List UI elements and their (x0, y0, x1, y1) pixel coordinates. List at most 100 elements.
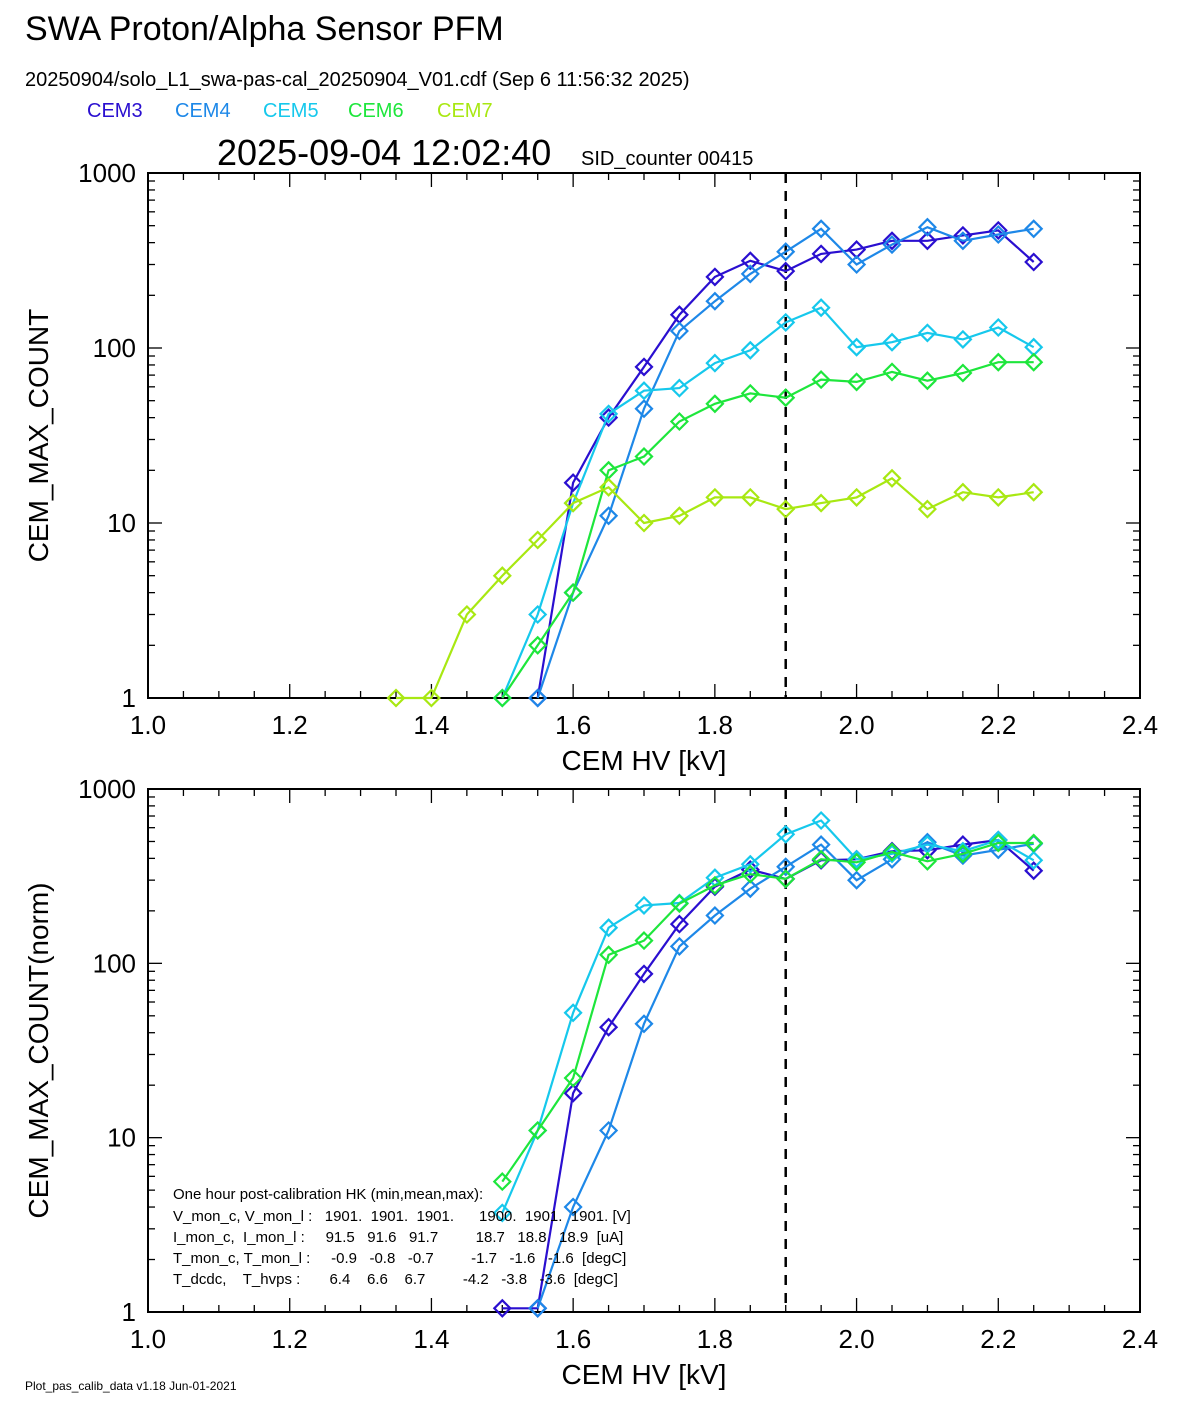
legend-item-cem5: CEM5 (263, 100, 319, 122)
bottom-data-point-cem6 (563, 1068, 583, 1088)
top-data-point-cem5 (705, 353, 725, 373)
top-data-point-cem3 (1024, 252, 1044, 272)
top-data-point-cem6 (634, 446, 654, 467)
top-series-cem4 (528, 217, 1044, 708)
top-y-axis-label: CEM_MAX_COUNT (23, 309, 54, 563)
top-series-line-cem7 (396, 476, 1034, 700)
top-data-point-cem5 (953, 329, 973, 349)
top-data-point-cem4 (953, 231, 973, 251)
top-plot-frame (147, 172, 1141, 699)
top-data-point-cem5 (740, 340, 760, 360)
bottom-x-tick-label: 1.6 (555, 1324, 591, 1354)
top-data-point-cem3 (953, 225, 973, 245)
bottom-data-point-cem5 (811, 810, 831, 831)
bottom-series-line-cem5 (501, 819, 1035, 1214)
top-data-point-cem4 (882, 235, 902, 255)
footer-version: Plot_pas_calib_data v1.18 Jun-01-2021 (25, 1379, 237, 1393)
hk-line: One hour post-calibration HK (min,mean,m… (173, 1186, 483, 1203)
bottom-data-point-cem3 (669, 914, 689, 934)
top-data-point-cem5 (669, 378, 689, 398)
bottom-data-point-cem5 (634, 895, 654, 915)
top-data-point-cem4 (599, 506, 619, 526)
bottom-data-point-cem3 (953, 835, 973, 855)
top-series-line-cem4 (536, 226, 1034, 699)
top-data-point-cem3 (563, 473, 583, 493)
bottom-data-point-cem6 (599, 945, 619, 965)
top-data-point-cem4 (528, 688, 548, 708)
top-data-point-cem7 (563, 493, 583, 513)
top-data-point-cem7 (740, 487, 760, 507)
top-data-point-cem7 (634, 513, 654, 533)
bottom-data-point-cem6 (740, 864, 760, 884)
bottom-data-point-cem6 (705, 875, 725, 895)
top-data-point-cem5 (528, 604, 548, 625)
top-data-point-cem6 (669, 411, 689, 432)
bottom-y-axis-label: CEM_MAX_COUNT(norm) (23, 882, 54, 1218)
bottom-series-cem6 (492, 833, 1044, 1192)
top-x-tick-label: 1.8 (697, 710, 733, 740)
top-data-point-cem7 (953, 482, 973, 502)
top-data-point-cem7 (776, 499, 796, 519)
top-x-tick-label: 2.0 (838, 710, 874, 740)
bottom-data-point-cem3 (1024, 861, 1044, 881)
top-panel: 1.0 1.2 1.4 1.6 1.8 2.0 2.2 2.4 1 10 100 1000 CEM HV… (23, 158, 1158, 776)
top-data-point-cem6 (811, 370, 831, 390)
top-x-tick-label: 1.4 (413, 710, 449, 740)
top-series-line-cem5 (501, 306, 1035, 699)
top-data-point-cem7 (847, 487, 867, 507)
bottom-data-point-cem3 (599, 1017, 619, 1037)
top-data-point-cem4 (988, 224, 1008, 245)
top-data-point-cem7 (1024, 482, 1044, 502)
top-x-tick-label: 1.0 (130, 710, 166, 740)
top-data-point-cem5 (811, 298, 831, 318)
bottom-data-point-cem4 (917, 832, 937, 852)
bottom-data-point-cem6 (953, 844, 973, 864)
bottom-data-point-cem5 (599, 918, 619, 938)
top-y-tick-label: 100 (93, 333, 136, 363)
top-data-point-cem6 (563, 583, 583, 603)
top-x-axis-label: CEM HV [kV] (562, 745, 727, 776)
top-data-point-cem7 (917, 499, 937, 519)
top-data-point-cem6 (917, 371, 937, 391)
bottom-data-point-cem6 (492, 1172, 512, 1192)
bottom-data-point-cem4 (776, 857, 796, 877)
bottom-data-point-cem6 (634, 931, 654, 951)
top-y-tick-label: 10 (107, 508, 136, 538)
hk-line: V_mon_c, V_mon_l : 1901. 1901. 1901. 190… (173, 1208, 631, 1225)
top-data-point-cem7 (457, 604, 477, 625)
bottom-data-point-cem4 (740, 879, 760, 899)
top-data-point-cem3 (634, 357, 654, 377)
top-data-point-cem7 (705, 487, 725, 507)
top-y-tick-label: 1000 (78, 158, 136, 188)
top-data-point-cem4 (634, 399, 654, 419)
bottom-series-line-cem4 (536, 841, 1034, 1309)
hk-line: T_mon_c, T_mon_l : -0.9 -0.8 -0.7 -1.7 -… (173, 1250, 626, 1267)
top-data-point-cem3 (599, 408, 619, 428)
top-data-point-cem5 (776, 312, 796, 332)
bottom-y-tick-label: 10 (107, 1123, 136, 1153)
bottom-data-point-cem5 (1024, 850, 1044, 870)
top-series-cem6 (492, 352, 1044, 708)
hk-summary-box: One hour post-calibration HK (min,mean,m… (173, 1186, 631, 1288)
top-series-cem7 (386, 468, 1044, 708)
bottom-x-tick-label: 1.8 (697, 1324, 733, 1354)
top-data-point-cem6 (882, 362, 902, 382)
bottom-data-point-cem5 (776, 824, 796, 844)
bottom-series-line-cem6 (501, 841, 1034, 1183)
bottom-data-point-cem3 (634, 964, 654, 984)
top-data-point-cem6 (953, 363, 973, 383)
top-data-point-cem7 (386, 688, 406, 708)
legend-item-cem3: CEM3 (87, 100, 143, 122)
bottom-x-axis-label: CEM HV [kV] (562, 1359, 727, 1390)
bottom-data-point-cem5 (740, 854, 760, 874)
top-data-point-cem7 (421, 688, 441, 708)
bottom-data-point-cem5 (492, 1203, 512, 1223)
top-data-point-cem7 (669, 506, 689, 526)
top-data-point-cem6 (740, 383, 760, 403)
bottom-y-tick-label: 1000 (78, 774, 136, 804)
top-series-line-cem6 (501, 361, 1034, 699)
bottom-data-point-cem5 (988, 830, 1008, 850)
top-x-tick-label: 1.2 (272, 710, 308, 740)
top-data-point-cem7 (811, 493, 831, 513)
bottom-data-point-cem6 (776, 869, 796, 889)
